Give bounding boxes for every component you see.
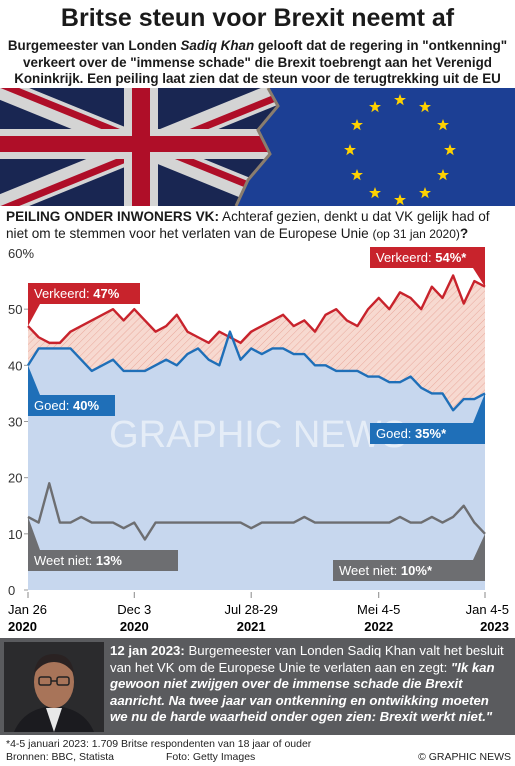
series-name: Verkeerd: bbox=[34, 286, 90, 301]
area bbox=[28, 331, 485, 590]
x-tick-year: 2020 bbox=[120, 619, 149, 634]
flag-image bbox=[0, 88, 515, 206]
series-label: Verkeerd: 47% bbox=[34, 286, 120, 301]
series-label: Verkeerd: 54%* bbox=[376, 250, 467, 265]
label-box bbox=[370, 423, 485, 444]
quote: "Ik kan gewoon niet zwijgen over de imme… bbox=[110, 659, 495, 725]
value-label: 54%* bbox=[435, 250, 467, 265]
line bbox=[27, 274, 486, 345]
y-tick-label: 20 bbox=[8, 471, 22, 486]
question: PEILING ONDER INWONERS VK: Achteraf gezi… bbox=[6, 208, 511, 243]
chart: 0 10 20 30 40 50 60% GRAPHIC NEWS Jan 26 2020 Dec … bbox=[8, 246, 509, 634]
label-pointer bbox=[28, 304, 40, 327]
quote-intro: Burgemeester van Londen Sadiq Khan valt … bbox=[110, 643, 504, 675]
y-tick-label: 50 bbox=[8, 302, 22, 317]
series-name: Weet niet: bbox=[34, 553, 92, 568]
label-box bbox=[28, 283, 140, 304]
sources: Bronnen: BBC, Statista bbox=[6, 751, 114, 763]
label-box bbox=[333, 560, 485, 581]
x-tick-label: Jan 4-5 bbox=[466, 602, 509, 617]
portrait-photo bbox=[4, 642, 104, 732]
line bbox=[27, 482, 486, 541]
value-label: 47% bbox=[93, 286, 119, 301]
label-box bbox=[370, 247, 485, 268]
subtitle-text: gelooft dat de regering in "ontkenning" … bbox=[14, 38, 508, 103]
question-note: (op 31 jan 2020) bbox=[372, 227, 460, 241]
photo-credit: Foto: Getty Images bbox=[166, 751, 256, 763]
title: Britse steun voor Brexit neemt af bbox=[60, 4, 455, 32]
value-label: 40% bbox=[73, 398, 99, 413]
label-pointer bbox=[473, 268, 485, 287]
subtitle: Burgemeester van Londen Sadiq Khan geloo… bbox=[4, 38, 511, 104]
footer: *4-5 januari 2023: 1.709 Britse responde… bbox=[6, 738, 511, 764]
copyright: © GRAPHIC NEWS bbox=[418, 751, 511, 763]
value-label: 10%* bbox=[401, 563, 433, 578]
y-tick-label: 60% bbox=[8, 246, 34, 261]
crack bbox=[234, 88, 280, 206]
label-box bbox=[28, 395, 115, 416]
x-tick-label: Mei 4-5 bbox=[357, 602, 400, 617]
series-label: Goed: 35%* bbox=[376, 426, 447, 441]
x-tick-year: 2023 bbox=[480, 619, 509, 634]
quote-date: 12 jan 2023: bbox=[110, 643, 185, 658]
series-name: Verkeerd: bbox=[376, 250, 432, 265]
y-tick-label: 30 bbox=[8, 415, 22, 430]
x-tick-label: Jul 28-29 bbox=[224, 602, 277, 617]
value-label: 35%* bbox=[415, 426, 447, 441]
series-name: Goed: bbox=[34, 398, 69, 413]
y-tick-label: 40 bbox=[8, 358, 22, 373]
watermark: GRAPHIC NEWS bbox=[109, 414, 407, 456]
x-tick-year: 2022 bbox=[364, 619, 393, 634]
footer-row: Bronnen: BBC, Statista Foto: Getty Image… bbox=[6, 751, 511, 764]
uk-flag bbox=[0, 88, 278, 206]
x-tick-year: 2020 bbox=[8, 619, 37, 634]
question-end: ? bbox=[459, 226, 469, 241]
series-name: Goed: bbox=[376, 426, 411, 441]
series-label: Goed: 40% bbox=[34, 398, 100, 413]
series-label: Weet niet: 10%* bbox=[339, 563, 433, 578]
x-tick-label: Jan 26 bbox=[8, 602, 47, 617]
question-lead: PEILING ONDER INWONERS VK: bbox=[6, 209, 219, 224]
question-text: Achteraf gezien, denkt u dat VK gelijk h… bbox=[6, 209, 490, 241]
series-name: Weet niet: bbox=[339, 563, 397, 578]
y-tick-label: 10 bbox=[8, 527, 22, 542]
line bbox=[26, 330, 486, 412]
y-tick-label: 0 bbox=[8, 583, 15, 598]
footnote: *4-5 januari 2023: 1.709 Britse responde… bbox=[6, 738, 312, 750]
subtitle-name: Sadiq Khan bbox=[180, 38, 255, 53]
label-box bbox=[28, 550, 178, 571]
value-label: 13% bbox=[96, 553, 122, 568]
x-tick-year: 2021 bbox=[237, 619, 266, 634]
label-pointer bbox=[28, 516, 40, 550]
quote-text: 12 jan 2023: Burgemeester van Londen Sad… bbox=[110, 643, 510, 726]
subtitle-text: Burgemeester van Londen bbox=[7, 38, 181, 53]
x-tick-label: Dec 3 bbox=[117, 602, 151, 617]
series-label: Weet niet: 13% bbox=[34, 553, 122, 568]
